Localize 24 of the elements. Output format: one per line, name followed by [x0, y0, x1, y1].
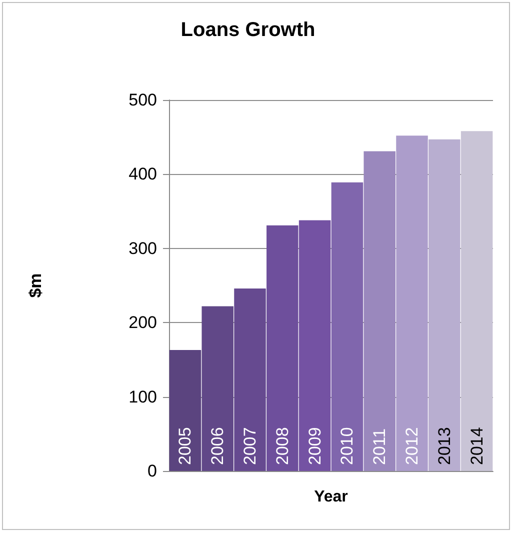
bar — [396, 136, 428, 471]
x-tick-label: 2013 — [434, 427, 454, 465]
y-axis-title: $m — [26, 273, 45, 298]
x-tick-label: 2011 — [370, 428, 390, 465]
x-tick-label: 2009 — [305, 427, 324, 465]
y-tick-label: 300 — [128, 238, 157, 258]
chart-title: Loans Growth — [180, 19, 316, 41]
x-tick-label: 2005 — [176, 427, 195, 465]
bar — [331, 182, 364, 471]
x-axis-title: Year — [314, 488, 348, 506]
y-tick-label: 200 — [128, 313, 157, 332]
bar — [428, 139, 460, 471]
x-tick-label: 2006 — [208, 427, 228, 465]
y-tick-label: 0 — [148, 462, 157, 480]
x-tick-label: 2008 — [272, 427, 292, 465]
y-tick-label: 500 — [128, 90, 157, 110]
y-tick-label: 100 — [128, 387, 157, 406]
x-tick-label: 2014 — [467, 427, 486, 465]
x-tick-label: 2007 — [240, 427, 260, 465]
bar — [364, 151, 396, 471]
bar — [460, 131, 493, 471]
y-tick-label: 400 — [128, 164, 157, 184]
x-tick-label: 2012 — [402, 427, 422, 465]
x-tick-label: 2010 — [338, 427, 357, 465]
